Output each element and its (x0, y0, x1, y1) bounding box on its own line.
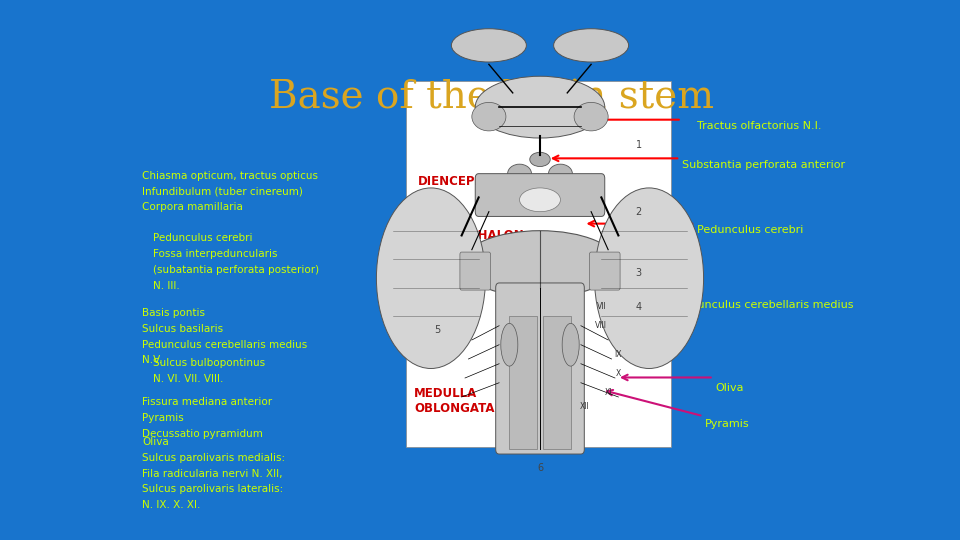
Ellipse shape (501, 323, 517, 366)
Text: Pedunculus cerebellaris medius: Pedunculus cerebellaris medius (677, 300, 853, 310)
Text: Sulcus parolivaris lateralis:: Sulcus parolivaris lateralis: (142, 484, 283, 494)
Ellipse shape (519, 188, 561, 212)
Text: 4: 4 (636, 302, 642, 312)
Text: MEDULLA
OBLONGATA: MEDULLA OBLONGATA (414, 387, 494, 415)
Ellipse shape (563, 323, 579, 366)
Text: (subatantia perforata posterior): (subatantia perforata posterior) (154, 265, 320, 275)
Text: Pyramis: Pyramis (142, 413, 184, 423)
Text: Substantia perforata anterior: Substantia perforata anterior (682, 160, 845, 171)
Ellipse shape (574, 103, 609, 131)
Ellipse shape (376, 188, 486, 368)
Text: N. IX. X. XI.: N. IX. X. XI. (142, 500, 201, 510)
Text: Fissura mediana anterior: Fissura mediana anterior (142, 397, 273, 408)
Text: 5: 5 (435, 326, 441, 335)
Text: Fossa interpeduncularis: Fossa interpeduncularis (154, 249, 278, 259)
Text: N.V.: N.V. (142, 355, 162, 366)
Text: Base of the brain stem: Base of the brain stem (270, 79, 714, 116)
Text: Decussatio pyramidum: Decussatio pyramidum (142, 429, 263, 439)
Ellipse shape (508, 164, 532, 183)
Text: Sulcus bulbopontinus: Sulcus bulbopontinus (154, 358, 266, 368)
Text: IX: IX (614, 350, 622, 359)
Text: Sulcus basilaris: Sulcus basilaris (142, 324, 224, 334)
Text: XII: XII (580, 402, 589, 411)
Text: VII: VII (596, 302, 606, 311)
Text: Tractus olfactorius N.I.: Tractus olfactorius N.I. (697, 121, 821, 131)
Text: VIII: VIII (595, 321, 608, 330)
FancyBboxPatch shape (460, 252, 491, 290)
FancyBboxPatch shape (589, 252, 620, 290)
Text: Oliva: Oliva (142, 437, 169, 447)
Text: 2: 2 (636, 207, 642, 217)
Text: 6: 6 (537, 463, 543, 473)
FancyBboxPatch shape (543, 316, 570, 449)
Text: 1: 1 (636, 140, 642, 150)
Ellipse shape (554, 29, 629, 62)
Text: PONS: PONS (429, 302, 466, 315)
Text: Pyramis: Pyramis (705, 419, 750, 429)
Text: XI: XI (605, 388, 612, 397)
Text: Fila radicularia nervi N. XII,: Fila radicularia nervi N. XII, (142, 469, 283, 478)
Text: Pedunculus cerebellaris medius: Pedunculus cerebellaris medius (142, 340, 307, 349)
Text: X: X (615, 369, 621, 378)
Ellipse shape (594, 188, 704, 368)
FancyBboxPatch shape (510, 316, 537, 449)
Ellipse shape (471, 103, 506, 131)
Ellipse shape (451, 29, 526, 62)
Text: Corpora mamillaria: Corpora mamillaria (142, 202, 243, 212)
Text: MESENCEPHALON: MESENCEPHALON (406, 229, 524, 242)
Ellipse shape (475, 76, 605, 138)
Ellipse shape (530, 152, 550, 166)
Text: Chiasma opticum, tractus opticus: Chiasma opticum, tractus opticus (142, 171, 319, 181)
FancyBboxPatch shape (495, 283, 585, 454)
Ellipse shape (462, 231, 618, 297)
Text: Oliva: Oliva (715, 383, 744, 393)
Text: Pedunculus cerebri: Pedunculus cerebri (154, 233, 253, 243)
Ellipse shape (548, 164, 572, 183)
FancyBboxPatch shape (406, 82, 670, 447)
Text: Infundibulum (tuber cinereum): Infundibulum (tuber cinereum) (142, 187, 303, 197)
Text: 3: 3 (636, 268, 642, 279)
Text: Pedunculus cerebri: Pedunculus cerebri (697, 225, 803, 235)
Text: Basis pontis: Basis pontis (142, 308, 205, 318)
FancyBboxPatch shape (475, 174, 605, 217)
Text: N. VI. VII. VIII.: N. VI. VII. VIII. (154, 374, 224, 384)
Text: DIENCEPHALON: DIENCEPHALON (418, 175, 521, 188)
Text: N. III.: N. III. (154, 281, 180, 291)
Text: Sulcus parolivaris medialis:: Sulcus parolivaris medialis: (142, 453, 285, 463)
